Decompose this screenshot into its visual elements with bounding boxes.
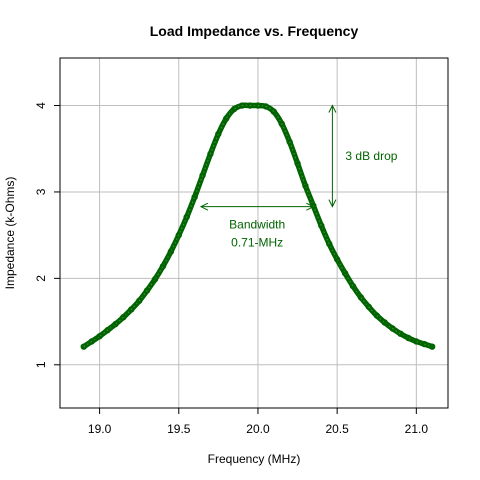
series-layer	[80, 102, 436, 350]
data-point	[80, 343, 87, 350]
data-point	[428, 343, 436, 350]
data-point	[262, 103, 270, 110]
annotation-layer: Bandwidth 0.71-MHz 3 dB drop	[199, 104, 398, 250]
data-point	[349, 282, 357, 290]
data-point	[381, 319, 388, 326]
data-point	[135, 297, 143, 305]
data-point	[191, 193, 198, 201]
data-point	[199, 172, 206, 179]
data-point	[405, 334, 412, 342]
data-point	[167, 248, 175, 255]
data-point	[357, 294, 365, 301]
drop-label: 3 dB drop	[345, 149, 397, 163]
data-point	[302, 182, 309, 190]
bandwidth-label: Bandwidth	[229, 218, 285, 232]
data-point	[215, 130, 222, 138]
data-point	[104, 327, 111, 334]
data-point	[238, 102, 246, 109]
data-point	[373, 312, 380, 319]
data-point	[120, 314, 127, 321]
x-axis-label: Frequency (MHz)	[208, 452, 301, 466]
y-axis-label: Impedance (k-Ohms)	[3, 177, 17, 290]
x-tick-label: 20.5	[325, 422, 349, 436]
data-point	[254, 102, 262, 109]
arrow-head	[328, 199, 337, 208]
data-point	[96, 333, 103, 340]
data-point	[88, 338, 95, 345]
chart-title: Load Impedance vs. Frequency	[150, 23, 359, 39]
data-point	[231, 105, 238, 113]
bandwidth-value-label: 0.71-MHz	[231, 236, 283, 250]
data-point	[333, 256, 341, 263]
data-point	[128, 306, 135, 313]
data-point	[318, 222, 325, 229]
y-tick-label: 1	[34, 361, 48, 368]
x-axis: 19.0 19.5 20.0 20.5 21.0	[88, 408, 428, 436]
grid	[60, 58, 448, 408]
data-point	[183, 213, 190, 221]
data-point	[246, 102, 254, 109]
data-point	[143, 287, 151, 294]
y-tick-label: 2	[34, 275, 48, 282]
x-tick-label: 19.0	[88, 422, 112, 436]
data-point	[326, 240, 333, 248]
arrow-head	[328, 104, 337, 113]
data-point	[223, 115, 230, 122]
data-point	[421, 340, 428, 348]
arrow-head	[306, 202, 315, 211]
data-point	[151, 276, 159, 283]
data-point	[341, 269, 349, 277]
data-point	[389, 325, 396, 332]
arrow-head	[199, 202, 209, 211]
y-tick-label: 4	[34, 102, 48, 109]
series-line-texture	[83, 104, 433, 348]
data-point	[278, 120, 285, 127]
data-point	[286, 138, 293, 146]
plot-border	[59, 57, 449, 409]
x-tick-label: 20.0	[246, 422, 270, 436]
data-point	[207, 150, 214, 158]
data-point	[175, 231, 182, 239]
data-point	[159, 263, 167, 270]
x-tick-label: 21.0	[405, 422, 429, 436]
y-axis: 1 2 3 4	[34, 102, 60, 368]
data-point	[270, 108, 277, 115]
y-tick-label: 3	[34, 188, 48, 195]
data-point	[112, 320, 119, 328]
data-point	[397, 330, 404, 337]
data-point	[365, 303, 373, 311]
data-point	[294, 160, 301, 167]
x-tick-label: 19.5	[167, 422, 191, 436]
data-point	[413, 338, 420, 345]
